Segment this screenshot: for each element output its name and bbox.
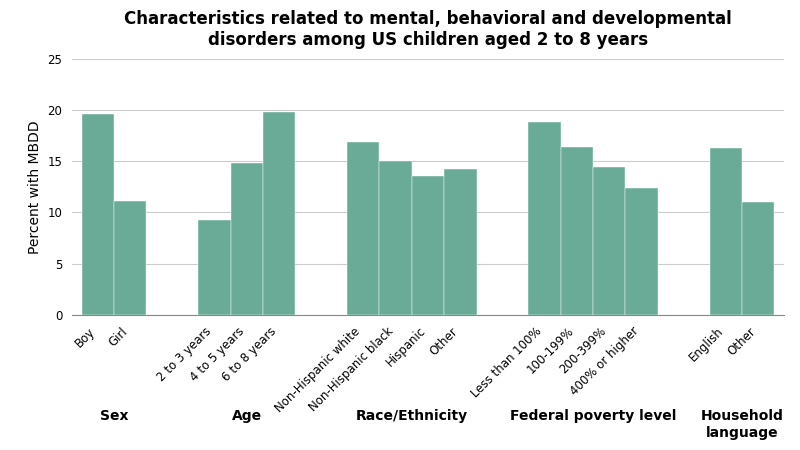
Bar	[444, 169, 477, 315]
Bar	[114, 201, 146, 315]
Bar	[82, 114, 114, 315]
Text: Sex: Sex	[100, 410, 128, 423]
Bar	[710, 148, 742, 315]
Y-axis label: Percent with MBDD: Percent with MBDD	[28, 120, 42, 253]
Title: Characteristics related to mental, behavioral and developmental
disorders among : Characteristics related to mental, behav…	[124, 10, 732, 49]
Bar	[198, 220, 230, 315]
Bar	[412, 176, 444, 315]
Text: Age: Age	[232, 410, 262, 423]
Bar	[379, 161, 412, 315]
Bar	[742, 202, 774, 315]
Text: Household
language: Household language	[701, 410, 783, 440]
Text: Race/Ethnicity: Race/Ethnicity	[356, 410, 468, 423]
Bar	[561, 147, 593, 315]
Bar	[263, 112, 295, 315]
Bar	[528, 122, 561, 315]
Bar	[593, 167, 626, 315]
Bar	[347, 142, 379, 315]
Text: Federal poverty level: Federal poverty level	[510, 410, 676, 423]
Bar	[626, 188, 658, 315]
Bar	[230, 163, 263, 315]
